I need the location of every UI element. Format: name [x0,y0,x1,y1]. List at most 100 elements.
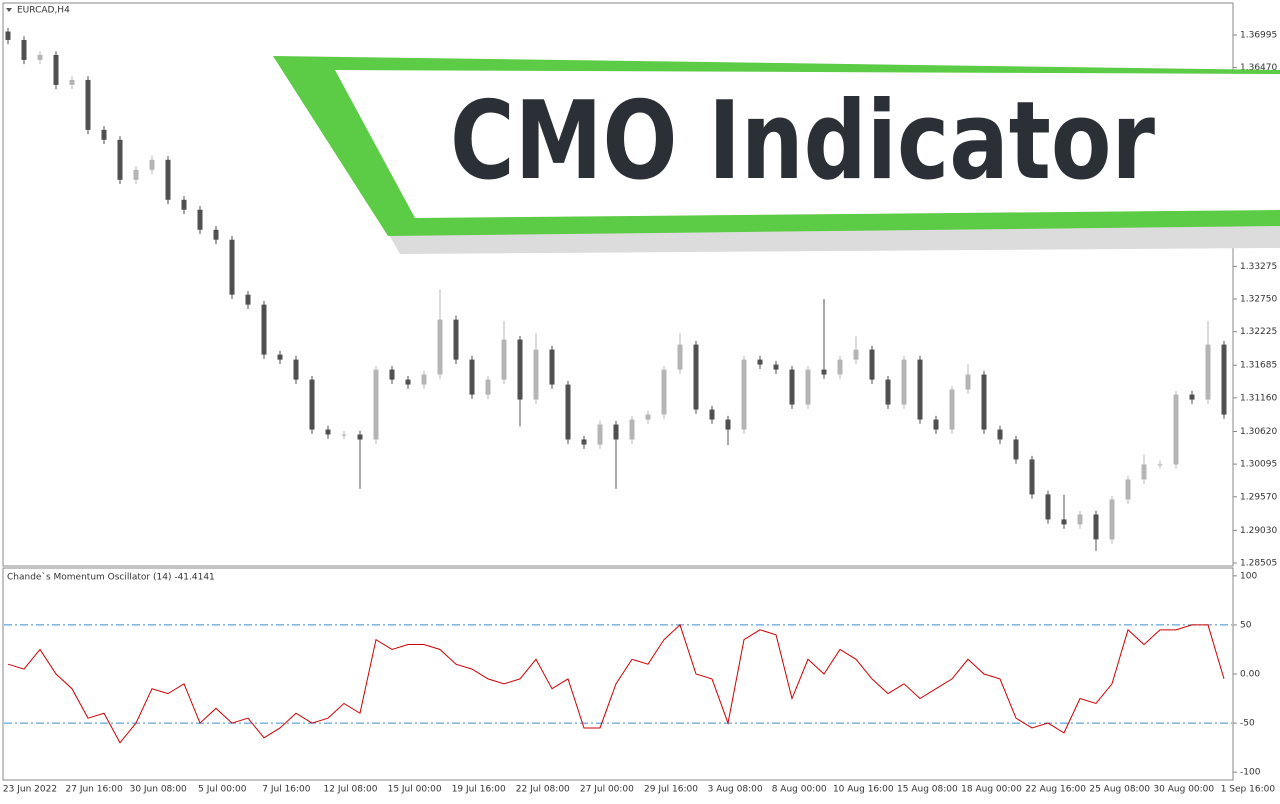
candle-body [389,369,395,380]
x-tick-label: 12 Jul 08:00 [324,785,378,795]
x-tick-label: 27 Jun 16:00 [66,785,123,795]
x-tick-label: 5 Jul 00:00 [198,785,247,795]
x-tick-label: 15 Aug 08:00 [897,785,958,795]
y-tick-label: 1.33275 [1240,262,1277,272]
candle-body [597,424,603,445]
y-tick-label: 1.36995 [1240,30,1277,40]
x-tick-label: 27 Jul 00:00 [580,785,634,795]
candle-body [1013,439,1019,460]
x-tick-label: 29 Jul 16:00 [644,785,698,795]
candle-body [1125,479,1131,500]
candle-body [85,79,91,130]
y-tick-label: -50 [1240,719,1255,729]
candle-body [1093,514,1099,540]
candle-body [613,424,619,440]
banner-title: CMO Indicator [450,79,1155,204]
y-tick-label: 1.31160 [1240,393,1277,403]
menu-triangle [6,8,12,12]
candle-body [373,369,379,440]
candle-body [357,434,363,440]
y-tick-label: 1.32750 [1240,294,1277,304]
x-tick-label: 25 Aug 08:00 [1089,785,1150,795]
candle-body [885,379,891,405]
candle-body [645,414,651,420]
candle-body [325,429,331,435]
candle-body [501,339,507,380]
y-tick-label: 1.32225 [1240,327,1277,337]
candle-body [869,349,875,380]
x-tick-label: 18 Aug 00:00 [961,785,1022,795]
y-tick-label: 1.30095 [1240,460,1277,470]
candle-body [1157,464,1163,466]
candle-body [1189,394,1195,400]
candle-body [789,369,795,405]
candle-body [549,349,555,385]
y-tick-label: 1.36470 [1240,63,1277,73]
candle-body [117,139,123,180]
x-tick-label: 30 Jun 08:00 [130,785,187,795]
indicator-label: Chande`s Momentum Oscillator (14) -41.41… [7,572,215,583]
candle-body [1045,494,1051,520]
candle-body [1205,344,1211,400]
candle-body [725,419,731,430]
y-tick-label: 1.29030 [1240,526,1277,536]
candle-body [1061,519,1067,525]
y-tick-label: 50 [1240,620,1252,630]
x-tick-label: 22 Aug 16:00 [1025,785,1086,795]
candle-body [485,379,491,395]
candle-body [1221,344,1227,415]
candle-body [1141,464,1147,480]
x-tick-label: 1 Sep 16:00 [1221,785,1276,795]
candle-body [565,384,571,440]
candle-body [53,54,59,85]
candle-body [821,369,827,375]
candle-body [101,129,107,140]
candle-body [213,229,219,240]
candle-body [21,39,27,60]
candle-body [469,359,475,395]
candle-body [277,354,283,360]
candle-body [245,294,251,305]
candle-body [709,409,715,420]
candle-body [853,349,859,360]
candle-body [37,54,43,60]
candle-body [69,79,75,85]
x-tick-label: 15 Jul 00:00 [388,785,442,795]
candle-body [581,439,587,445]
candle-body [197,209,203,230]
candle-body [1173,394,1179,465]
symbol-label: EURCAD,H4 [17,6,70,16]
cmo-line [7,624,1225,744]
x-tick-label: 10 Aug 16:00 [833,785,894,795]
candle-body [917,359,923,420]
candle-body [341,434,347,436]
candle-body [309,379,315,430]
candle-body [693,344,699,410]
y-tick-label: 1.31685 [1240,361,1277,371]
y-tick-label: 100 [1240,571,1257,581]
candle-body [1109,499,1115,540]
x-tick-label: 19 Jul 16:00 [452,785,506,795]
candle-body [517,339,523,400]
y-tick-label: 1.30620 [1240,427,1277,437]
x-tick-label: 7 Jul 16:00 [262,785,311,795]
candle-body [293,359,299,380]
price-panel [2,2,1234,567]
candle-body [229,239,235,295]
candle-body [1077,514,1083,525]
candle-body [453,319,459,360]
candle-body [837,359,843,375]
y-tick-label: 0.00 [1240,670,1260,680]
candle-body [149,159,155,170]
candle-body [5,31,11,40]
candle-body [901,359,907,405]
candle-body [933,419,939,430]
candle-body [629,419,635,440]
candle-body [181,199,187,210]
x-tick-label: 30 Aug 00:00 [1153,785,1214,795]
x-tick-label: 8 Aug 00:00 [772,785,827,795]
y-tick-label: 1.29570 [1240,492,1277,502]
candle-body [533,349,539,400]
